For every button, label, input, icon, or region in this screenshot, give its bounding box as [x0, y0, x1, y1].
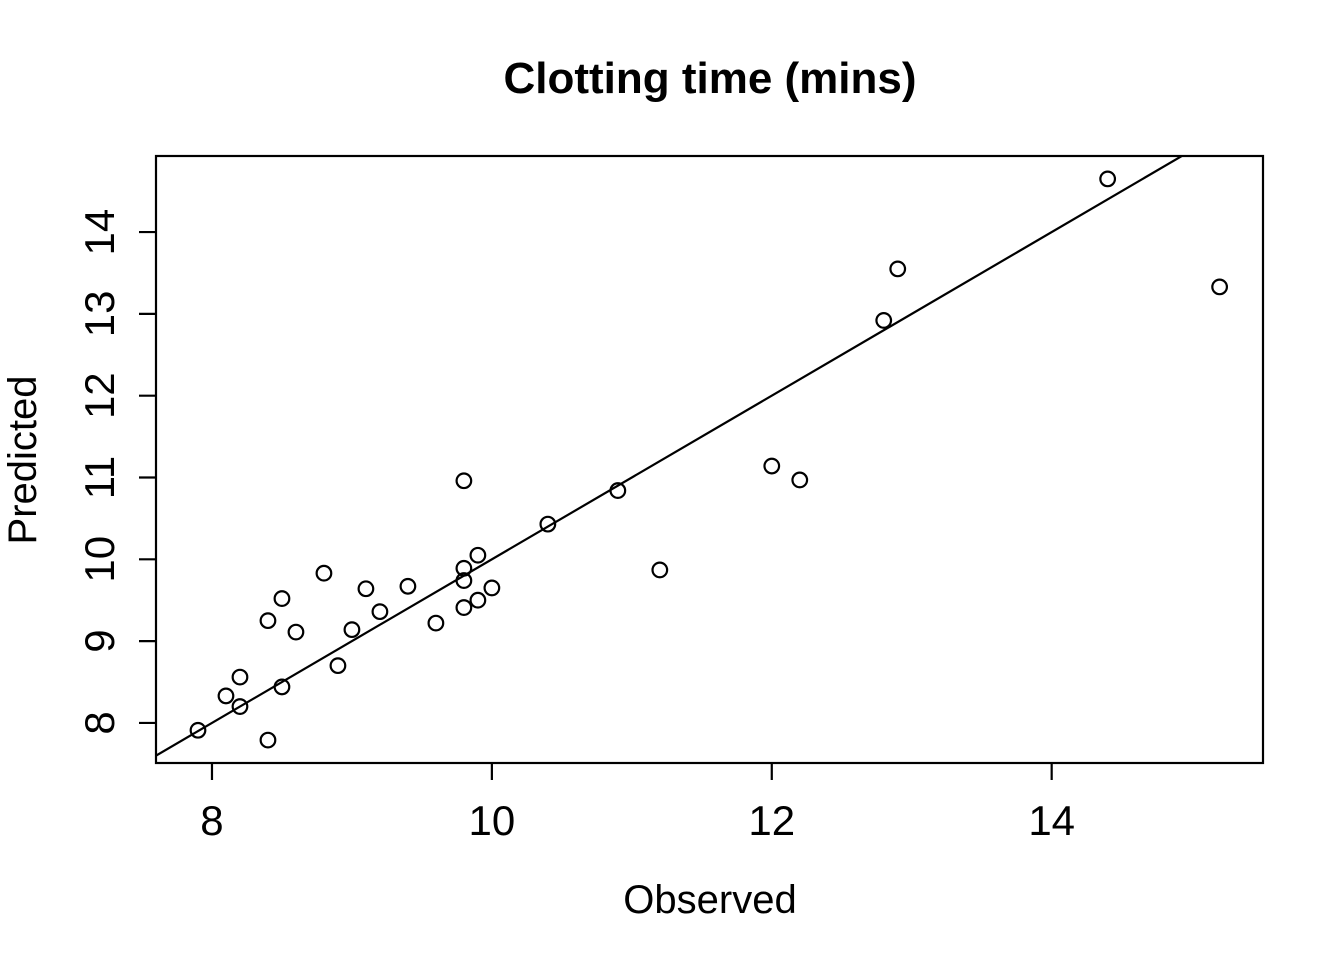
x-tick-label: 10 — [469, 797, 516, 844]
data-point — [455, 599, 473, 616]
identity-line — [156, 156, 1185, 757]
data-point — [1099, 170, 1117, 188]
data-point — [791, 471, 809, 489]
data-point — [455, 472, 473, 490]
data-point — [469, 546, 487, 564]
data-point — [357, 580, 375, 598]
data-point — [287, 623, 305, 641]
data-point — [455, 572, 473, 589]
x-tick-label: 12 — [748, 797, 795, 844]
plot-box — [154, 154, 1265, 765]
data-point — [609, 482, 627, 499]
y-tick-label: 13 — [76, 291, 123, 338]
x-tick-label: 14 — [1028, 797, 1075, 844]
y-tick-label: 8 — [76, 711, 123, 734]
chart-title: Clotting time (mins) — [503, 54, 916, 103]
y-axis-label: Predicted — [1, 376, 45, 545]
data-point — [259, 731, 277, 749]
y-tick-label: 11 — [76, 456, 123, 500]
data-point — [329, 657, 347, 675]
data-point — [455, 559, 473, 577]
data-point — [889, 260, 907, 278]
data-point — [273, 678, 291, 696]
data-point — [539, 515, 557, 533]
data-point — [189, 721, 207, 739]
data-point — [217, 687, 235, 705]
data-point — [231, 668, 249, 686]
y-tick-label: 10 — [76, 536, 123, 583]
x-axis-label: Observed — [623, 878, 796, 922]
data-point — [231, 698, 249, 715]
data-point — [273, 590, 291, 607]
data-point — [427, 614, 445, 632]
x-tick-label: 8 — [200, 797, 223, 844]
data-point — [875, 312, 893, 329]
data-point — [483, 579, 501, 597]
plot-area: 8 10 12 14 8 9 10 11 12 13 14 — [76, 154, 1265, 844]
data-point — [371, 603, 389, 621]
y-tick-label: 9 — [76, 629, 123, 652]
data-point — [259, 612, 277, 630]
y-tick-label: 12 — [76, 372, 123, 419]
data-point — [399, 577, 417, 595]
y-tick-label: 14 — [76, 209, 123, 256]
data-point — [763, 457, 781, 475]
data-point — [315, 564, 333, 582]
data-point — [343, 621, 361, 639]
data-point — [1211, 278, 1229, 296]
data-point — [651, 561, 669, 579]
data-point — [469, 591, 487, 609]
